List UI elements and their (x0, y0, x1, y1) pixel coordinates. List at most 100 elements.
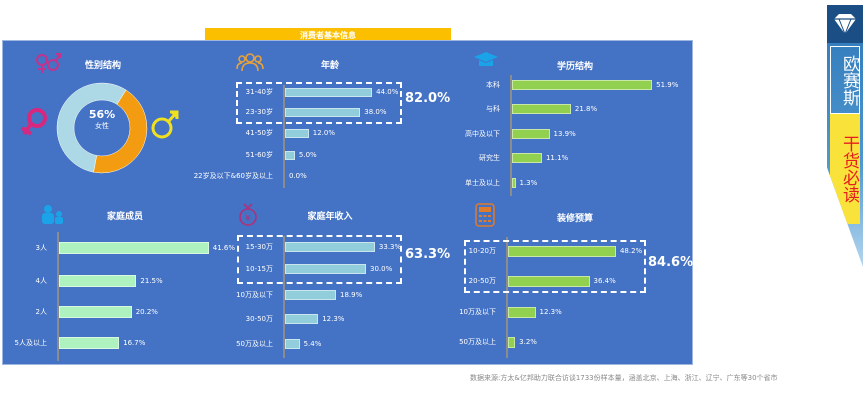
budget-bar (508, 275, 590, 287)
calculator-icon (475, 203, 495, 227)
family-bar (59, 337, 120, 349)
family-value-label: 41.6% (212, 244, 235, 252)
education-category-label: 与科 (486, 105, 500, 113)
age-category-label: 51-60岁 (245, 151, 273, 159)
age-category-label: 31-40岁 (245, 88, 273, 96)
budget-category-label: 10-20万 (468, 247, 496, 255)
family-title: 家庭成员 (106, 212, 144, 222)
budget-category-label: 20-50万 (468, 277, 496, 285)
income-category-label: 30-50万 (245, 315, 273, 323)
family-value-label: 20.2% (135, 308, 158, 316)
female-percent: 56% (88, 108, 116, 121)
income-axis (283, 236, 285, 358)
brand-banner: 欧赛斯 干货必读 (827, 5, 863, 267)
education-category-label: 高中及以下 (465, 130, 500, 138)
budget-value-label: 3.2% (519, 338, 537, 346)
family-bar (59, 242, 209, 254)
budget-value-label: 36.4% (593, 277, 616, 285)
age-bar (285, 87, 373, 97)
age-highlight-total: 82.0% (405, 91, 451, 106)
budget-value-label: 12.3% (539, 308, 562, 316)
education-bar (512, 104, 571, 114)
age-category-label: 41-50岁 (245, 129, 273, 137)
income-value-label: 12.3% (322, 315, 345, 323)
income-bar (285, 290, 337, 300)
age-category-label: 22岁及以下&60岁及以上 (193, 172, 273, 180)
age-bar (285, 107, 361, 117)
family-axis (57, 232, 59, 361)
family-category-label: 2人 (35, 308, 47, 316)
income-value-label: 33.3% (378, 243, 402, 251)
education-title: 学历结构 (556, 62, 594, 72)
family-category-label: 5人及以上 (14, 339, 47, 347)
education-bar (512, 178, 516, 188)
female-icon (20, 108, 47, 136)
family-bar (59, 306, 132, 318)
age-category-label: 23-30岁 (245, 108, 273, 116)
gender-title: 性别结构 (84, 61, 122, 71)
income-highlight-box (237, 235, 402, 284)
budget-axis (506, 237, 508, 358)
budget-title: 装修预算 (556, 214, 594, 224)
education-value-label: 13.9% (553, 130, 576, 138)
age-value-label: 5.0% (298, 151, 317, 159)
education-value-label: 11.1% (545, 154, 569, 162)
income-category-label: 10-15万 (245, 265, 273, 273)
age-axis (283, 85, 285, 188)
income-category-label: 10万及以下 (236, 291, 273, 299)
education-axis (510, 75, 512, 196)
age-value-label: 12.0% (312, 129, 335, 137)
family-value-label: 21.5% (140, 277, 163, 285)
income-value-label: 5.4% (303, 340, 322, 348)
income-bar (285, 314, 319, 324)
gender-symbol-icon (36, 53, 61, 73)
education-value-label: 1.3% (519, 179, 538, 187)
education-category-label: 单士及以上 (465, 179, 500, 187)
education-bar (512, 80, 653, 90)
budget-category-label: 50万及以上 (459, 338, 496, 346)
people-group-icon (236, 53, 264, 72)
budget-value-label: 48.2% (619, 247, 643, 255)
budget-highlight-total: 84.6% (648, 255, 694, 270)
budget-bar (508, 306, 536, 318)
diamond-logo-icon (827, 5, 863, 43)
education-value-label: 21.8% (574, 105, 598, 113)
income-category-label: 15-30万 (245, 243, 273, 251)
income-highlight-total: 63.3% (405, 247, 451, 262)
family-category-label: 4人 (35, 277, 47, 285)
family-icon (42, 205, 63, 224)
svg-text:¥: ¥ (245, 214, 251, 224)
budget-bar (508, 336, 516, 348)
female-label: 女性 (95, 122, 109, 130)
income-category-label: 50万及以上 (236, 340, 273, 348)
education-bar (512, 129, 550, 139)
family-category-label: 3人 (35, 244, 47, 252)
section-header: 消费者基本信息 (205, 28, 451, 43)
slogan: 干货必读 (830, 114, 860, 224)
age-highlight-box (236, 82, 402, 124)
budget-highlight-box (464, 240, 646, 293)
age-value-label: 44.0% (376, 88, 399, 96)
female-slice (56, 82, 127, 173)
money-bag-icon: ¥ (239, 203, 257, 226)
age-value-label: 0.0% (289, 172, 307, 180)
age-bar (285, 128, 309, 138)
age-value-label: 38.0% (364, 108, 387, 116)
income-value-label: 30.0% (370, 265, 393, 273)
education-category-label: 本科 (486, 81, 500, 89)
education-bar (512, 153, 542, 163)
education-value-label: 51.9% (656, 81, 679, 89)
income-bar (285, 242, 375, 252)
brand-name: 欧赛斯 (830, 46, 860, 114)
family-value-label: 16.7% (123, 339, 146, 347)
graduation-cap-icon (474, 52, 498, 66)
income-title: 家庭年收入 (307, 212, 353, 222)
family-bar (59, 275, 137, 287)
data-source-note: 数据来源:方太&亿邦助力联合访谈1733份样本量，涵盖北京、上海、浙江、辽宁、广… (470, 374, 778, 382)
male-icon (151, 110, 179, 139)
age-title: 年龄 (320, 61, 340, 71)
budget-bar (508, 245, 616, 257)
age-bar (285, 150, 295, 160)
income-bar (285, 339, 300, 349)
male-slice (93, 89, 148, 174)
